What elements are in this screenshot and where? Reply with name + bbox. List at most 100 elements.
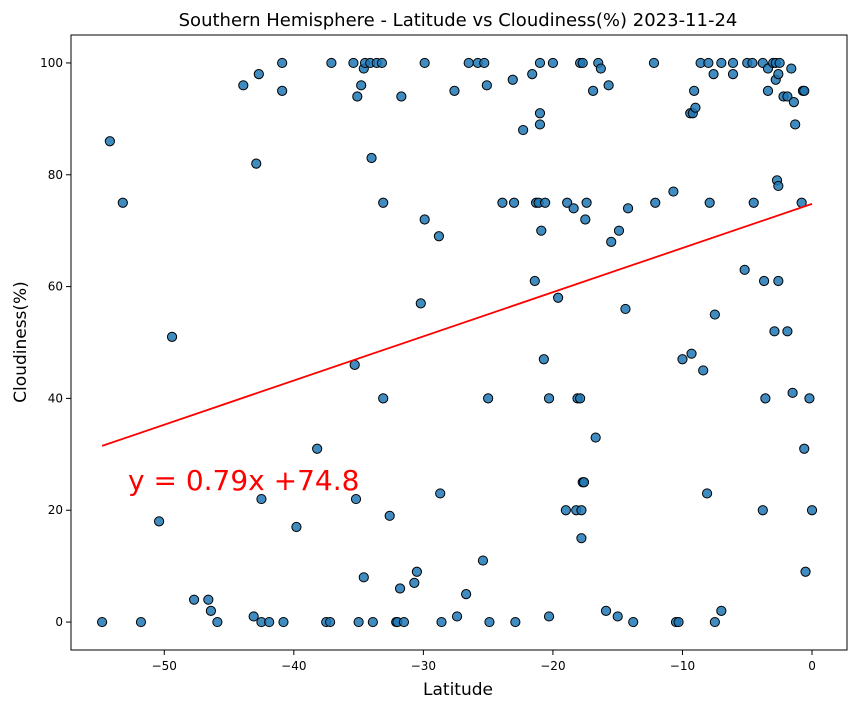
data-point [461, 588, 472, 600]
data-point [560, 505, 571, 516]
y-axis-ticks: 0 20 40 60 80 100 [40, 56, 71, 629]
data-point [547, 57, 559, 69]
data-point [451, 611, 463, 622]
data-point [782, 326, 793, 337]
regression-line [101, 202, 813, 447]
data-point [540, 197, 551, 208]
data-point [758, 275, 770, 287]
data-point [760, 393, 771, 404]
data-point [799, 85, 810, 97]
data-point [709, 309, 720, 320]
data-point [701, 488, 713, 499]
data-point [378, 393, 389, 404]
data-point [576, 533, 587, 544]
data-point [538, 354, 549, 365]
data-point [378, 197, 389, 208]
data-point [253, 69, 264, 80]
data-point [238, 80, 249, 91]
data-point [677, 354, 688, 365]
data-point [757, 505, 768, 516]
data-point [508, 197, 520, 208]
regression-equation: y = 0.79x +74.8 [128, 464, 359, 497]
data-point [518, 124, 529, 136]
data-point [324, 616, 336, 628]
y-tick-label: 100 [40, 56, 63, 70]
data-point [411, 566, 422, 577]
data-point [278, 616, 289, 628]
data-point [727, 69, 739, 80]
data-point [205, 605, 217, 616]
data-point [769, 326, 780, 337]
data-point [603, 80, 614, 91]
y-tick-label: 60 [48, 280, 63, 294]
data-point [716, 57, 727, 69]
data-point [689, 85, 700, 97]
data-point [326, 57, 337, 69]
data-point [578, 477, 590, 488]
data-point [527, 69, 538, 80]
data-point [312, 443, 323, 454]
x-tick-label: −20 [540, 659, 565, 673]
plot-frame [70, 34, 848, 651]
data-point [782, 91, 793, 102]
x-tick-label: −50 [152, 659, 177, 673]
data-point [477, 555, 489, 566]
data-point [650, 197, 661, 208]
data-point [291, 521, 302, 533]
data-point [786, 63, 797, 74]
y-tick-label: 80 [48, 168, 63, 182]
x-axis-ticks: −50 −40 −30 −20 −10 0 [152, 650, 816, 673]
data-point [543, 611, 555, 622]
data-point [739, 264, 750, 275]
y-tick-label: 40 [48, 391, 63, 405]
plot-area: −50 −40 −30 −20 −10 0 0 20 40 60 80 100 [40, 34, 848, 673]
data-point [104, 136, 115, 147]
data-point [562, 197, 573, 208]
data-point [804, 393, 815, 404]
data-point [135, 616, 147, 628]
x-tick-label: −10 [670, 659, 695, 673]
data-point [686, 348, 697, 359]
data-point [536, 225, 547, 236]
data-point [622, 203, 634, 214]
data-point [648, 57, 660, 69]
data-point [774, 57, 785, 69]
data-point [595, 63, 606, 74]
x-tick-label: 0 [808, 659, 816, 673]
data-point [580, 214, 591, 225]
data-point [96, 616, 108, 628]
data-point [543, 393, 555, 404]
data-point [497, 197, 508, 208]
data-point [510, 616, 521, 628]
data-point [435, 488, 446, 499]
data-point [534, 119, 546, 130]
data-point [587, 85, 599, 97]
data-point [436, 616, 447, 628]
data-point [264, 616, 275, 628]
data-point [483, 393, 494, 404]
data-point [277, 57, 288, 69]
x-axis-label: Latitude [423, 680, 493, 700]
data-point [463, 57, 474, 69]
x-tick-label: −40 [281, 659, 306, 673]
data-point [419, 214, 430, 225]
data-point [384, 510, 395, 521]
data-point [748, 197, 759, 208]
data-point [481, 80, 492, 91]
data-point [773, 180, 784, 192]
data-point [350, 493, 362, 505]
data-point [606, 236, 617, 247]
y-tick-label: 0 [55, 615, 63, 629]
data-point [277, 85, 288, 97]
y-axis-label: Cloudiness(%) [11, 281, 31, 403]
data-point [484, 616, 495, 628]
data-point [668, 186, 679, 197]
data-point [575, 393, 586, 404]
data-point [698, 365, 709, 376]
data-point [507, 74, 518, 85]
data-point [356, 80, 367, 91]
data-point [577, 57, 588, 69]
data-point [773, 275, 784, 287]
data-point [600, 605, 612, 616]
data-point [762, 85, 774, 97]
